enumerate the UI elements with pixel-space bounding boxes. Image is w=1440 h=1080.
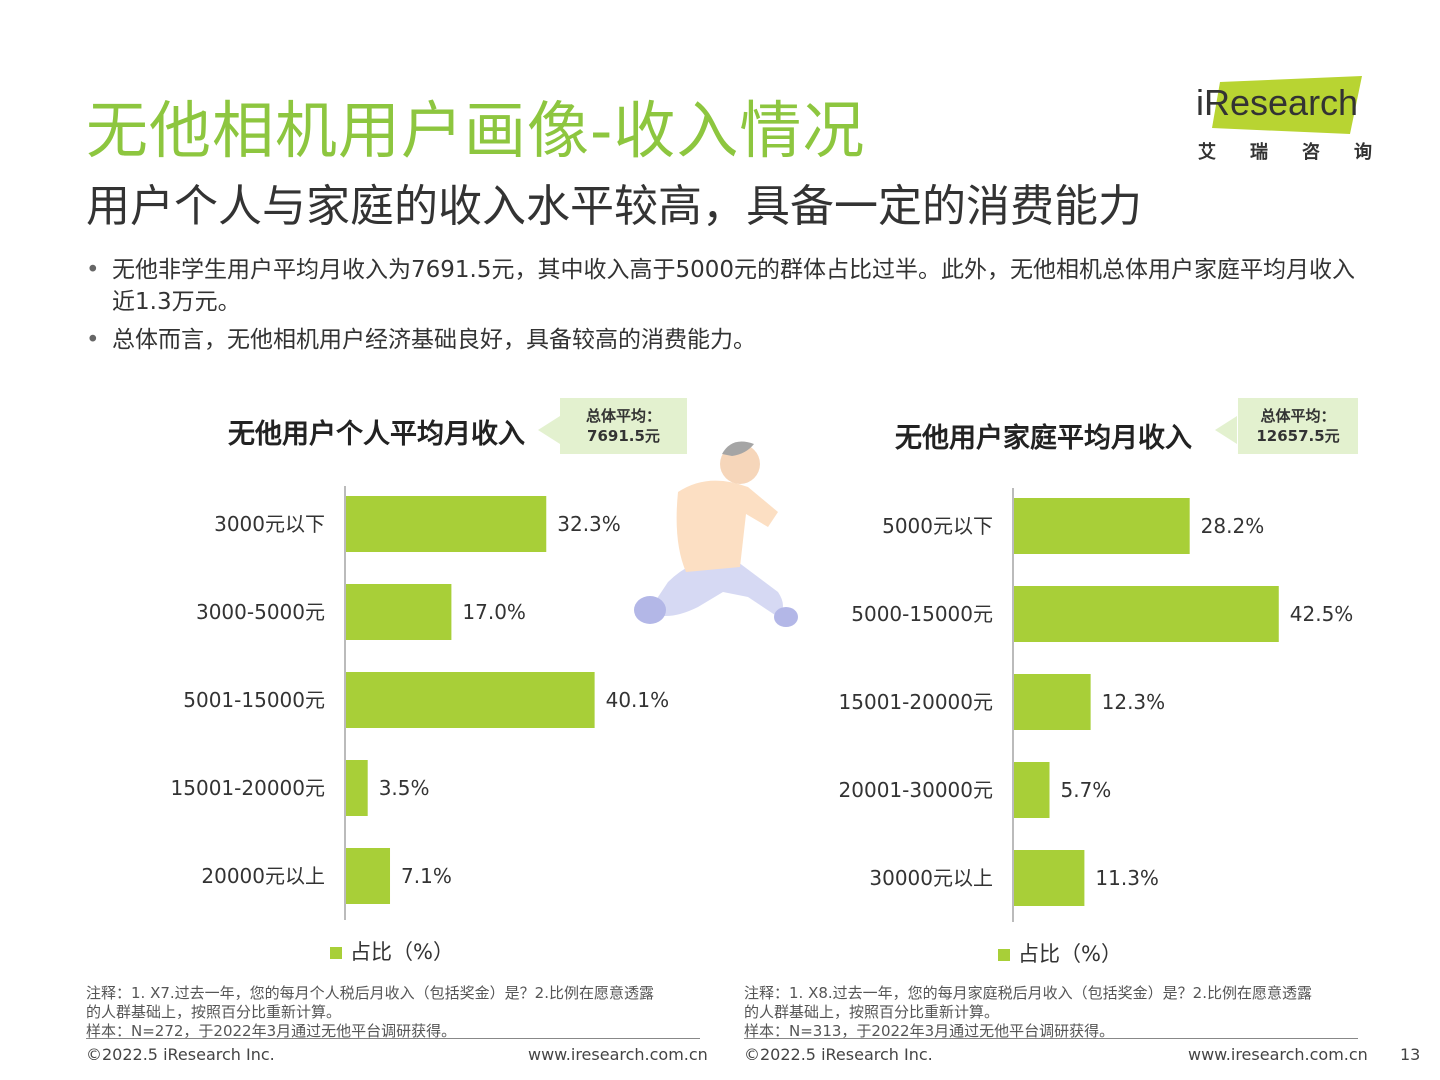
note-line: 的人群基础上，按照百分比重新计算。 xyxy=(86,1003,342,1021)
value-label: 17.0% xyxy=(462,600,526,624)
value-label: 3.5% xyxy=(379,776,430,800)
logo-wordmark: iResearch xyxy=(1196,82,1358,124)
category-label: 3000-5000元 xyxy=(196,600,325,624)
footer-url-left: www.iresearch.com.cn xyxy=(528,1045,708,1064)
value-label: 12.3% xyxy=(1102,690,1166,714)
value-label: 28.2% xyxy=(1201,514,1265,538)
footer-copyright-left: ©2022.5 iResearch Inc. xyxy=(86,1045,275,1064)
bar xyxy=(1014,850,1085,906)
category-label: 5000-15000元 xyxy=(851,602,993,626)
legend-label: 占比（%） xyxy=(350,940,454,964)
category-label: 30000元以上 xyxy=(869,866,993,890)
average-label: 总体平均： xyxy=(1260,407,1336,425)
bar xyxy=(346,496,547,552)
footer-copyright-right: ©2022.5 iResearch Inc. xyxy=(744,1045,933,1064)
legend-swatch xyxy=(998,949,1010,961)
category-label: 15001-20000元 xyxy=(839,690,993,714)
average-badge-household: 总体平均： 12657.5元 xyxy=(1238,398,1358,454)
figure-shoe-right xyxy=(774,607,798,627)
bar-chart-household: 5000元以下 28.2% 5000-15000元 42.5% 15001-20000元… xyxy=(839,488,1354,922)
average-value: 12657.5元 xyxy=(1256,427,1340,445)
value-label: 40.1% xyxy=(606,688,670,712)
footer-divider-left xyxy=(86,1038,700,1039)
bar xyxy=(346,584,452,640)
note-line: 注释：1. X8.过去一年，您的每月家庭税后月收入（包括奖金）是？2.比例在愿意… xyxy=(744,984,1312,1002)
bar xyxy=(346,848,391,904)
avg-arrow-left xyxy=(538,416,560,444)
iresearch-logo: iResearch 艾瑞咨询 xyxy=(1190,76,1372,166)
average-label: 总体平均： xyxy=(585,407,661,425)
chart-title-personal: 无他用户个人平均月收入 xyxy=(228,419,525,450)
category-label: 5000元以下 xyxy=(882,514,993,538)
note-line: 样本：N=313，于2022年3月通过无他平台调研获得。 xyxy=(744,1022,1115,1040)
figure-shoe-left xyxy=(634,596,666,624)
value-label: 32.3% xyxy=(557,512,621,536)
bar-chart-personal: 3000元以下 32.3% 3000-5000元 17.0% 5001-15000元 40… xyxy=(171,486,670,920)
page-subtitle: 用户个人与家庭的收入水平较高，具备一定的消费能力 xyxy=(86,181,1142,232)
legend-label: 占比（%） xyxy=(1018,942,1122,966)
bar xyxy=(1014,762,1050,818)
running-person-illustration xyxy=(634,441,798,627)
note-line: 的人群基础上，按照百分比重新计算。 xyxy=(744,1003,1000,1021)
note-line: 样本：N=272，于2022年3月通过无他平台调研获得。 xyxy=(86,1022,457,1040)
bullet-item: 无他非学生用户平均月收入为7691.5元，其中收入高于5000元的群体占比过半。… xyxy=(86,254,1366,318)
logo-research: Research xyxy=(1204,82,1359,123)
summary-bullets: 无他非学生用户平均月收入为7691.5元，其中收入高于5000元的群体占比过半。… xyxy=(86,254,1366,362)
category-label: 20000元以上 xyxy=(201,864,325,888)
figure-hair xyxy=(722,441,754,456)
value-label: 42.5% xyxy=(1290,602,1354,626)
bar xyxy=(1014,674,1091,730)
bar xyxy=(1014,498,1190,554)
average-badge-personal: 总体平均： 7691.5元 xyxy=(560,398,687,454)
category-label: 15001-20000元 xyxy=(171,776,325,800)
chart-title-household: 无他用户家庭平均月收入 xyxy=(895,423,1192,454)
footer-divider-right xyxy=(744,1038,1358,1039)
footer-url-right: www.iresearch.com.cn xyxy=(1188,1045,1368,1064)
bar xyxy=(346,760,368,816)
logo-green-banner xyxy=(1212,76,1362,134)
legend-personal: 占比（%） xyxy=(330,936,454,966)
note-personal: 注释：1. X7.过去一年，您的每月个人税后月收入（包括奖金）是？2.比例在愿意… xyxy=(86,984,696,1041)
value-label: 5.7% xyxy=(1061,778,1112,802)
logo-i: i xyxy=(1196,82,1204,123)
figure-shirt xyxy=(676,480,778,572)
bar xyxy=(346,672,595,728)
page-number: 13 xyxy=(1400,1045,1421,1064)
average-value: 7691.5元 xyxy=(587,427,660,445)
value-label: 7.1% xyxy=(401,864,452,888)
avg-arrow-right xyxy=(1215,416,1237,444)
category-label: 5001-15000元 xyxy=(183,688,325,712)
legend-household: 占比（%） xyxy=(998,938,1122,968)
figure-legs xyxy=(648,559,783,617)
bar xyxy=(1014,586,1279,642)
note-household: 注释：1. X8.过去一年，您的每月家庭税后月收入（包括奖金）是？2.比例在愿意… xyxy=(744,984,1354,1041)
value-label: 11.3% xyxy=(1095,866,1159,890)
category-label: 20001-30000元 xyxy=(839,778,993,802)
category-label: 3000元以下 xyxy=(214,512,325,536)
legend-swatch xyxy=(330,947,342,959)
logo-chinese: 艾瑞咨询 xyxy=(1198,142,1406,163)
note-line: 注释：1. X7.过去一年，您的每月个人税后月收入（包括奖金）是？2.比例在愿意… xyxy=(86,984,654,1002)
page-title: 无他相机用户画像-收入情况 xyxy=(86,94,866,167)
bullet-item: 总体而言，无他相机用户经济基础良好，具备较高的消费能力。 xyxy=(86,324,1366,356)
